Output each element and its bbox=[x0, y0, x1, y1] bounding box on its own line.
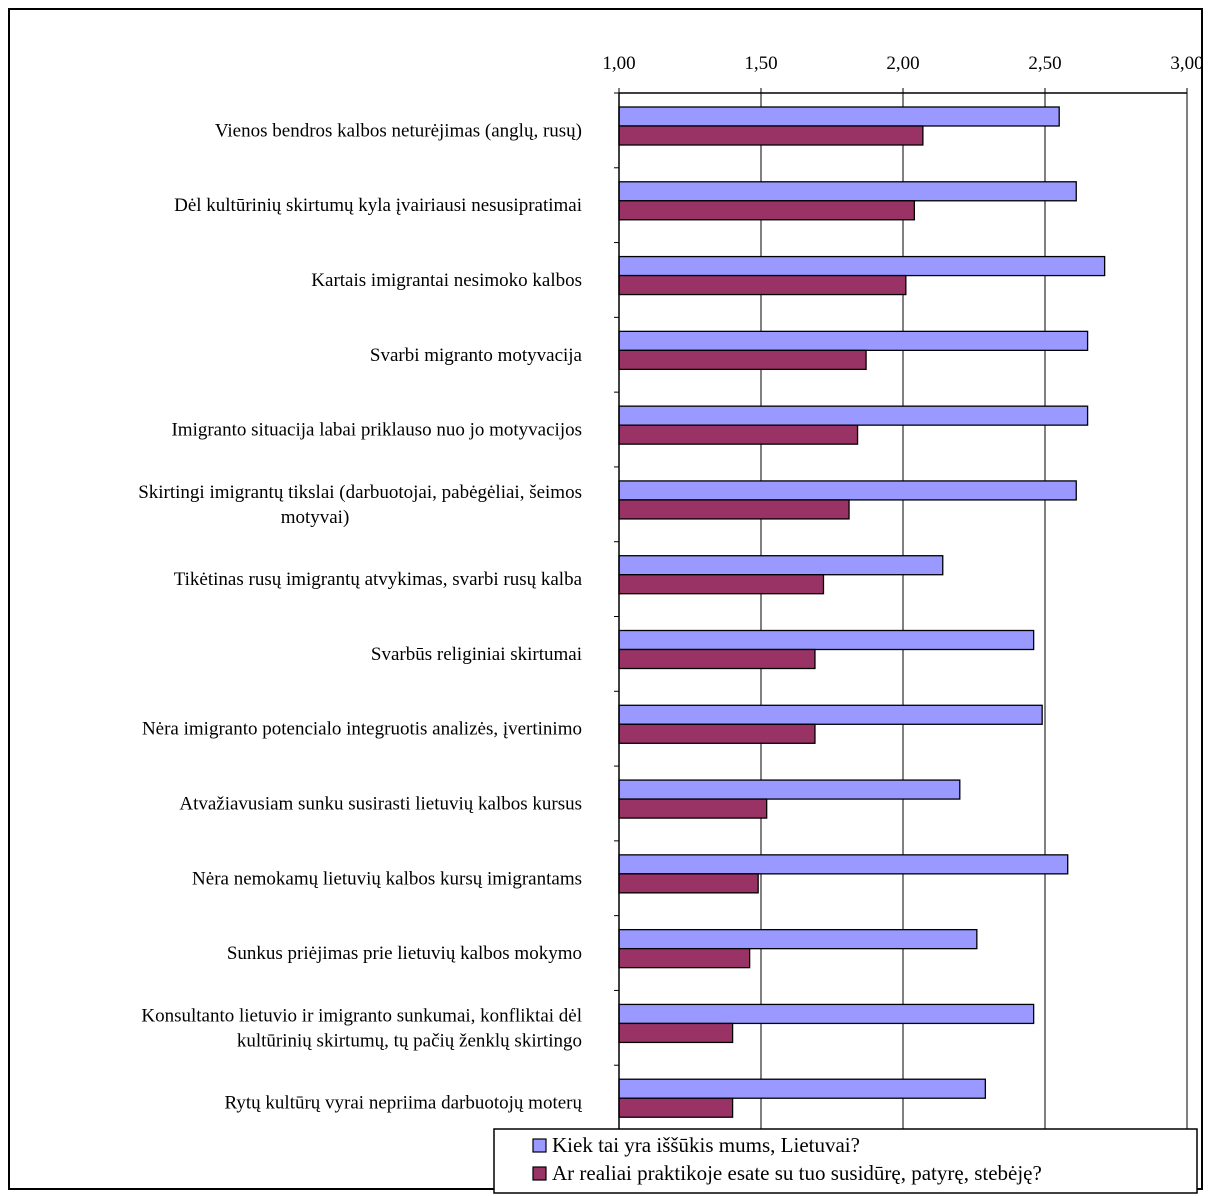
category-labels: Vienos bendros kalbos neturėjimas (anglų… bbox=[138, 120, 582, 1113]
bar-challenge bbox=[618, 405, 1089, 426]
category-label: Skirtingi imigrantų tikslai (darbuotojai… bbox=[138, 482, 582, 503]
bar-experienced bbox=[618, 200, 916, 221]
bar-challenge bbox=[618, 779, 961, 800]
category-label: motyvai) bbox=[281, 507, 350, 528]
bar-experienced bbox=[618, 574, 825, 595]
legend: Kiek tai yra iššūkis mums, Lietuvai? Ar r… bbox=[493, 1128, 1198, 1194]
bar-challenge bbox=[618, 629, 1035, 651]
bar-experienced bbox=[618, 798, 768, 819]
bar-challenge bbox=[618, 928, 978, 950]
category-label: Dėl kultūrinių skirtumų kyla įvairiausi … bbox=[174, 195, 582, 216]
bar-challenge bbox=[618, 854, 1069, 875]
bar-experienced bbox=[618, 648, 816, 670]
bars bbox=[618, 106, 1106, 1118]
legend-swatch-challenge bbox=[532, 1138, 547, 1153]
bar-challenge bbox=[618, 1078, 987, 1099]
category-label: kultūrinių skirtumų, tų pačių ženklų ski… bbox=[237, 1030, 582, 1051]
bar-experienced bbox=[618, 947, 751, 969]
x-axis-ticks: 1,00 1,50 2,00 2,50 3,00 bbox=[602, 53, 1204, 93]
category-label: Atvažiavusiam sunku susirasti lietuvių k… bbox=[179, 793, 582, 814]
category-label: Imigranto situacija labai priklauso nuo … bbox=[171, 420, 582, 441]
bar-experienced bbox=[618, 274, 907, 296]
category-label: Tikėtinas rusų imigrantų atvykimas, svar… bbox=[174, 569, 583, 590]
gridlines bbox=[760, 93, 1188, 1140]
category-label: Nėra imigranto potencialo integruotis an… bbox=[142, 719, 582, 740]
legend-swatch-experienced bbox=[532, 1166, 547, 1181]
bar-experienced bbox=[618, 1022, 734, 1044]
category-label: Vienos bendros kalbos neturėjimas (anglų… bbox=[215, 120, 582, 141]
bar-experienced bbox=[618, 1097, 734, 1118]
x-tick-label: 1,00 bbox=[602, 53, 635, 74]
category-label: Rytų kultūrų vyrai nepriima darbuotojų m… bbox=[224, 1093, 582, 1114]
bar-challenge bbox=[618, 1003, 1035, 1025]
category-label: Svarbi migranto motyvacija bbox=[370, 345, 583, 366]
bar-challenge bbox=[618, 255, 1106, 277]
bar-experienced bbox=[618, 873, 759, 894]
legend-label-challenge: Kiek tai yra iššūkis mums, Lietuvai? bbox=[552, 1133, 860, 1157]
x-tick-label: 1,50 bbox=[744, 53, 777, 74]
bar-challenge bbox=[618, 480, 1077, 501]
bar-challenge bbox=[618, 106, 1060, 127]
category-label: Sunkus priėjimas prie lietuvių kalbos mo… bbox=[227, 943, 582, 964]
bar-experienced bbox=[618, 723, 816, 744]
category-label: Kartais imigrantai nesimoko kalbos bbox=[311, 270, 582, 291]
bar-experienced bbox=[618, 499, 850, 520]
bar-challenge bbox=[618, 555, 944, 576]
category-label: Konsultanto lietuvio ir imigranto sunkum… bbox=[141, 1005, 582, 1026]
category-label: Nėra nemokamų lietuvių kalbos kursų imig… bbox=[192, 868, 582, 889]
category-label: Svarbūs religiniai skirtumai bbox=[371, 644, 582, 665]
legend-box bbox=[493, 1128, 1198, 1194]
chart-frame bbox=[8, 8, 1203, 1190]
bar-challenge bbox=[618, 330, 1089, 352]
bar-challenge bbox=[618, 704, 1043, 725]
x-tick-label: 3,00 bbox=[1170, 53, 1203, 74]
x-tick-label: 2,50 bbox=[1028, 53, 1061, 74]
x-tick-label: 2,00 bbox=[886, 53, 919, 74]
bar-experienced bbox=[618, 424, 859, 445]
legend-label-experienced: Ar realiai praktikoje esate su tuo susid… bbox=[552, 1161, 1042, 1185]
bar-experienced bbox=[618, 349, 867, 371]
bar-experienced bbox=[618, 125, 924, 146]
bar-challenge bbox=[618, 181, 1077, 202]
y-axis bbox=[614, 92, 1187, 1141]
